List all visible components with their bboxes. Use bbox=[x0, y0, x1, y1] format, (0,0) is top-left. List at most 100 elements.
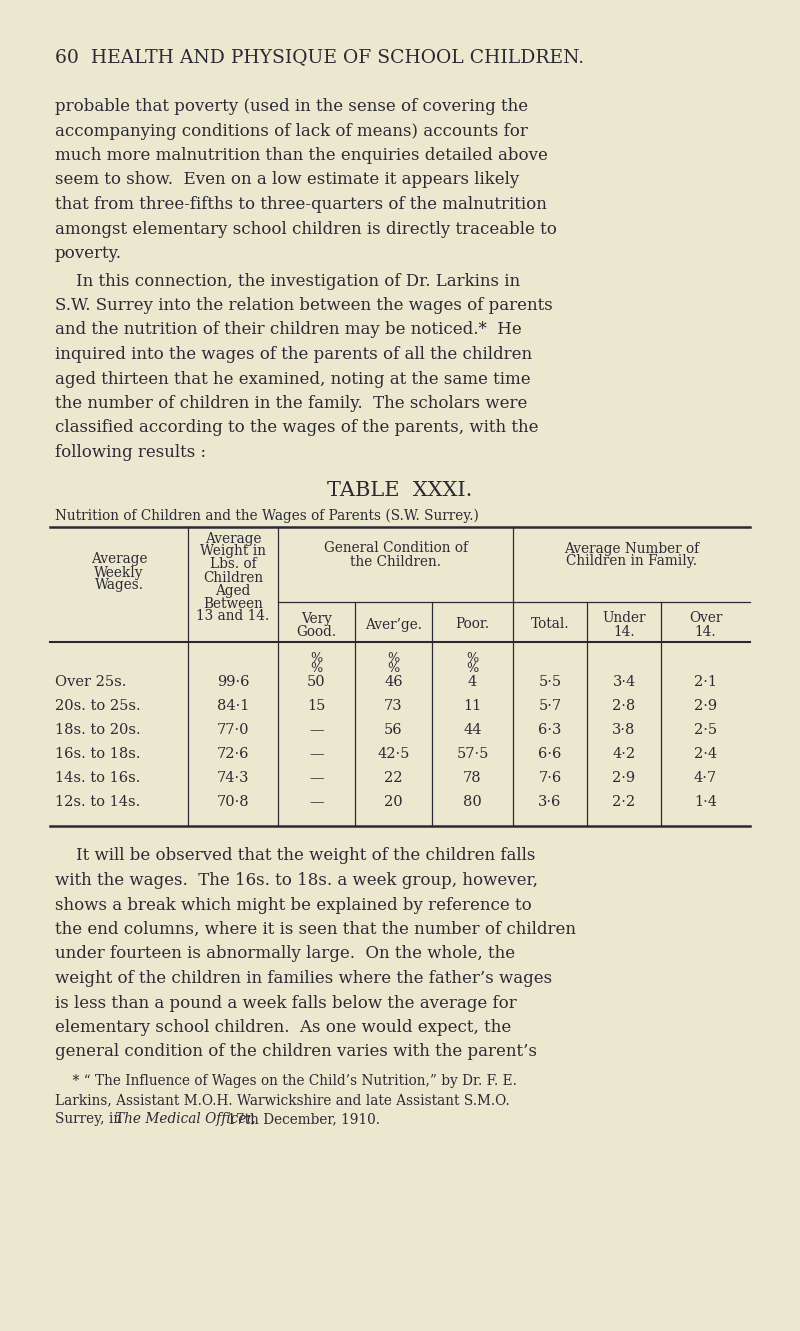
Text: 1·4: 1·4 bbox=[694, 796, 717, 809]
Text: inquired into the wages of the parents of all the children: inquired into the wages of the parents o… bbox=[55, 346, 532, 363]
Text: 4: 4 bbox=[468, 676, 477, 689]
Text: Average: Average bbox=[205, 531, 262, 546]
Text: Over: Over bbox=[689, 611, 722, 626]
Text: 74·3: 74·3 bbox=[217, 772, 250, 785]
Text: classified according to the wages of the parents, with the: classified according to the wages of the… bbox=[55, 419, 538, 437]
Text: probable that poverty (used in the sense of covering the: probable that poverty (used in the sense… bbox=[55, 98, 528, 114]
Text: 60  HEALTH AND PHYSIQUE OF SCHOOL CHILDREN.: 60 HEALTH AND PHYSIQUE OF SCHOOL CHILDRE… bbox=[55, 48, 584, 67]
Text: 44: 44 bbox=[463, 724, 482, 737]
Text: 2·2: 2·2 bbox=[613, 796, 635, 809]
Text: shows a break which might be explained by reference to: shows a break which might be explained b… bbox=[55, 897, 532, 913]
Text: Children: Children bbox=[203, 571, 263, 584]
Text: 56: 56 bbox=[384, 724, 403, 737]
Text: —: — bbox=[309, 748, 324, 761]
Text: Weekly: Weekly bbox=[94, 566, 144, 579]
Text: 14.: 14. bbox=[694, 624, 716, 639]
Text: * “ The Influence of Wages on the Child’s Nutrition,” by Dr. F. E.: * “ The Influence of Wages on the Child’… bbox=[55, 1074, 517, 1087]
Text: 20s. to 25s.: 20s. to 25s. bbox=[55, 700, 141, 713]
Text: S.W. Surrey into the relation between the wages of parents: S.W. Surrey into the relation between th… bbox=[55, 297, 553, 314]
Text: aged thirteen that he examined, noting at the same time: aged thirteen that he examined, noting a… bbox=[55, 370, 530, 387]
Text: Larkins, Assistant M.O.H. Warwickshire and late Assistant S.M.O.: Larkins, Assistant M.O.H. Warwickshire a… bbox=[55, 1093, 510, 1107]
Text: Good.: Good. bbox=[297, 624, 337, 639]
Text: Poor.: Poor. bbox=[455, 618, 490, 631]
Text: 15: 15 bbox=[307, 700, 326, 713]
Text: 5·5: 5·5 bbox=[538, 676, 562, 689]
Text: Surrey, in: Surrey, in bbox=[55, 1111, 126, 1126]
Text: that from three-fifths to three-quarters of the malnutrition: that from three-fifths to three-quarters… bbox=[55, 196, 547, 213]
Text: 42·5: 42·5 bbox=[378, 748, 410, 761]
Text: the end columns, where it is seen that the number of children: the end columns, where it is seen that t… bbox=[55, 921, 576, 938]
Text: Wages.: Wages. bbox=[94, 579, 143, 592]
Text: %: % bbox=[466, 651, 478, 664]
Text: 57·5: 57·5 bbox=[456, 748, 489, 761]
Text: Weight in: Weight in bbox=[200, 544, 266, 559]
Text: Average Number of: Average Number of bbox=[564, 542, 699, 555]
Text: In this connection, the investigation of Dr. Larkins in: In this connection, the investigation of… bbox=[55, 273, 520, 290]
Text: 4·7: 4·7 bbox=[694, 772, 717, 785]
Text: 50: 50 bbox=[307, 676, 326, 689]
Text: —: — bbox=[309, 796, 324, 809]
Text: 2·1: 2·1 bbox=[694, 676, 717, 689]
Text: 3·8: 3·8 bbox=[612, 724, 636, 737]
Text: Aver’ge.: Aver’ge. bbox=[365, 618, 422, 631]
Text: 72·6: 72·6 bbox=[217, 748, 250, 761]
Text: 4·2: 4·2 bbox=[613, 748, 635, 761]
Text: is less than a pound a week falls below the average for: is less than a pound a week falls below … bbox=[55, 994, 517, 1012]
Text: Under: Under bbox=[602, 611, 646, 626]
Text: general condition of the children varies with the parent’s: general condition of the children varies… bbox=[55, 1044, 537, 1061]
Text: 22: 22 bbox=[384, 772, 402, 785]
Text: 2·9: 2·9 bbox=[613, 772, 635, 785]
Text: Lbs. of: Lbs. of bbox=[210, 558, 256, 571]
Text: 70·8: 70·8 bbox=[217, 796, 250, 809]
Text: 77·0: 77·0 bbox=[217, 724, 250, 737]
Text: %: % bbox=[466, 663, 478, 676]
Text: accompanying conditions of lack of means) accounts for: accompanying conditions of lack of means… bbox=[55, 122, 528, 140]
Text: 3·6: 3·6 bbox=[538, 796, 562, 809]
Text: %: % bbox=[310, 663, 322, 676]
Text: with the wages.  The 16s. to 18s. a week group, however,: with the wages. The 16s. to 18s. a week … bbox=[55, 872, 538, 889]
Text: 16s. to 18s.: 16s. to 18s. bbox=[55, 748, 141, 761]
Text: 99·6: 99·6 bbox=[217, 676, 250, 689]
Text: 73: 73 bbox=[384, 700, 403, 713]
Text: Very: Very bbox=[301, 611, 332, 626]
Text: 6·6: 6·6 bbox=[538, 748, 562, 761]
Text: Total.: Total. bbox=[530, 618, 570, 631]
Text: —: — bbox=[309, 724, 324, 737]
Text: 14.: 14. bbox=[613, 624, 635, 639]
Text: 6·3: 6·3 bbox=[538, 724, 562, 737]
Text: under fourteen is abnormally large.  On the whole, the: under fourteen is abnormally large. On t… bbox=[55, 945, 515, 962]
Text: 2·9: 2·9 bbox=[694, 700, 717, 713]
Text: Children in Family.: Children in Family. bbox=[566, 555, 697, 568]
Text: amongst elementary school children is directly traceable to: amongst elementary school children is di… bbox=[55, 221, 557, 237]
Text: 11: 11 bbox=[463, 700, 482, 713]
Text: Nutrition of Children and the Wages of Parents (S.W. Surrey.): Nutrition of Children and the Wages of P… bbox=[55, 508, 479, 523]
Text: Over 25s.: Over 25s. bbox=[55, 676, 126, 689]
Text: It will be observed that the weight of the children falls: It will be observed that the weight of t… bbox=[55, 848, 535, 865]
Text: 2·5: 2·5 bbox=[694, 724, 717, 737]
Text: 46: 46 bbox=[384, 676, 403, 689]
Text: 13 and 14.: 13 and 14. bbox=[196, 610, 270, 623]
Text: %: % bbox=[310, 651, 322, 664]
Text: the Children.: the Children. bbox=[350, 555, 441, 568]
Text: 3·4: 3·4 bbox=[612, 676, 636, 689]
Text: much more malnutrition than the enquiries detailed above: much more malnutrition than the enquirie… bbox=[55, 146, 548, 164]
Text: seem to show.  Even on a low estimate it appears likely: seem to show. Even on a low estimate it … bbox=[55, 172, 519, 189]
Text: 18s. to 20s.: 18s. to 20s. bbox=[55, 724, 141, 737]
Text: weight of the children in families where the father’s wages: weight of the children in families where… bbox=[55, 970, 552, 988]
Text: poverty.: poverty. bbox=[55, 245, 122, 262]
Text: 2·8: 2·8 bbox=[612, 700, 636, 713]
Text: TABLE  XXXI.: TABLE XXXI. bbox=[327, 480, 473, 499]
Text: 7·6: 7·6 bbox=[538, 772, 562, 785]
Text: following results :: following results : bbox=[55, 445, 206, 461]
Text: Between: Between bbox=[203, 596, 263, 611]
Text: the number of children in the family.  The scholars were: the number of children in the family. Th… bbox=[55, 395, 527, 413]
Text: and the nutrition of their children may be noticed.*  He: and the nutrition of their children may … bbox=[55, 322, 522, 338]
Text: %: % bbox=[387, 663, 400, 676]
Text: 14s. to 16s.: 14s. to 16s. bbox=[55, 772, 140, 785]
Text: 12s. to 14s.: 12s. to 14s. bbox=[55, 796, 140, 809]
Text: Aged: Aged bbox=[215, 583, 250, 598]
Text: 5·7: 5·7 bbox=[538, 700, 562, 713]
Text: The Medical Officer,: The Medical Officer, bbox=[115, 1111, 256, 1126]
Text: elementary school children.  As one would expect, the: elementary school children. As one would… bbox=[55, 1020, 511, 1036]
Text: General Condition of: General Condition of bbox=[323, 542, 467, 555]
